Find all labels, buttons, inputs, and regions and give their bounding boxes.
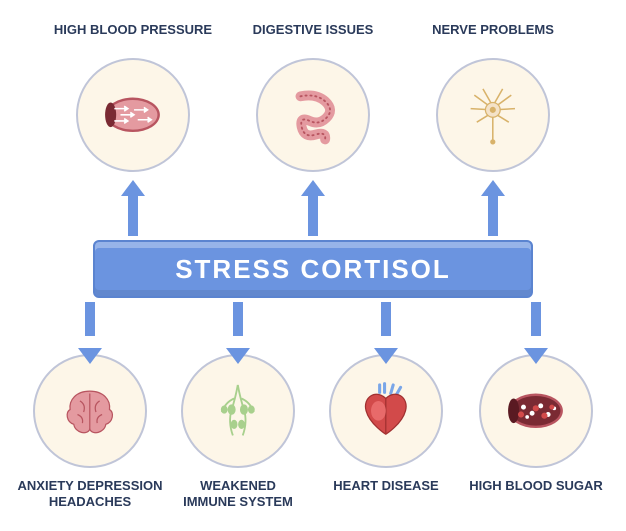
arrow-head-down [524,348,548,364]
center-title-text: STRESS CORTISOL [175,254,451,285]
effect-circle-blood-vessel [76,58,190,172]
neuron-icon [449,71,537,159]
blood-vessel-icon [89,71,177,159]
arrow-head-up [301,180,325,196]
effect-circle-neuron [436,58,550,172]
arrow-stem [381,302,391,336]
effect-circle-brain [33,354,147,468]
effect-circle-blood-sugar [479,354,593,468]
effect-label-neuron: NERVE PROBLEMS [413,22,573,38]
effect-label-brain: ANXIETY DEPRESSION HEADACHES [10,478,170,511]
effect-label-lymph: WEAKENED IMMUNE SYSTEM [158,478,318,511]
blood-sugar-icon [492,367,580,455]
effect-label-heart: HEART DISEASE [306,478,466,494]
arrow-head-up [121,180,145,196]
effect-circle-heart [329,354,443,468]
arrow-head-up [481,180,505,196]
arrow-head-down [78,348,102,364]
arrow-stem [233,302,243,336]
effect-circle-intestine [256,58,370,172]
arrow-head-down [226,348,250,364]
effect-label-intestine: DIGESTIVE ISSUES [233,22,393,38]
effect-circle-lymph [181,354,295,468]
arrow-stem [531,302,541,336]
intestine-icon [269,71,357,159]
effect-label-blood-vessel: HIGH BLOOD PRESSURE [53,22,213,38]
arrow-stem [128,194,138,236]
effect-label-blood-sugar: HIGH BLOOD SUGAR [456,478,616,494]
center-title-bar: STRESS CORTISOL [93,240,533,298]
heart-icon [342,367,430,455]
arrow-stem [488,194,498,236]
arrow-stem [85,302,95,336]
lymph-icon [194,367,282,455]
arrow-stem [308,194,318,236]
arrow-head-down [374,348,398,364]
brain-icon [46,367,134,455]
